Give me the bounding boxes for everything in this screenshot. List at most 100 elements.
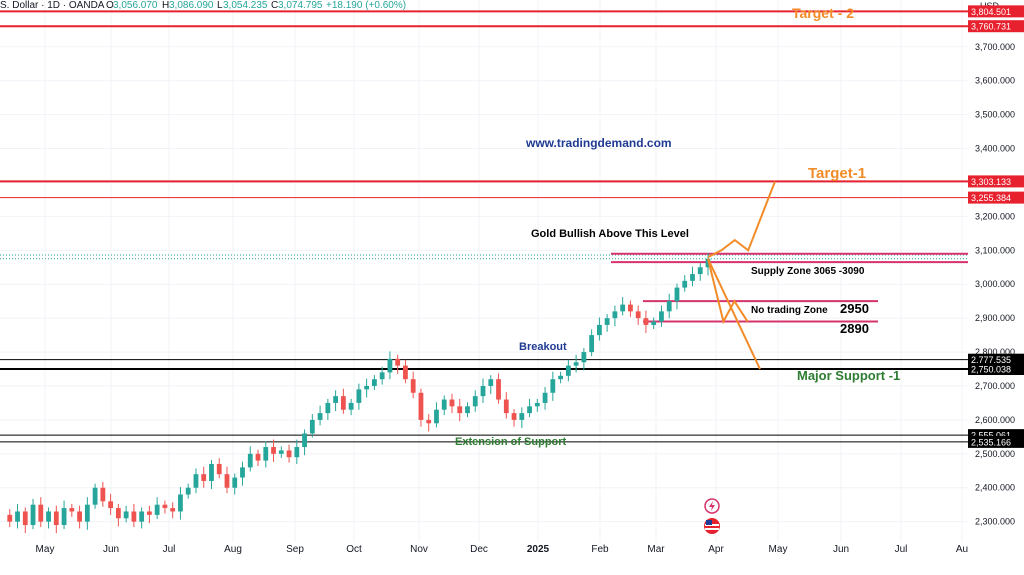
candle-body — [534, 402, 540, 407]
x-tick-label: Dec — [470, 544, 488, 555]
major-support-label: Major Support -1 — [797, 368, 900, 383]
y-tick-label: 2,700.000 — [975, 381, 1015, 391]
lightning-icon[interactable] — [704, 498, 720, 514]
candle-body — [92, 487, 98, 505]
projections — [707, 181, 776, 370]
x-tick-label: Jun — [833, 544, 849, 555]
candle-body — [620, 304, 626, 312]
x-tick-label: Mar — [647, 544, 665, 555]
dip-projection — [707, 258, 749, 325]
candle-body — [441, 399, 447, 410]
y-tick-label: 3,400.000 — [975, 144, 1015, 154]
y-tick-label: 2,800.000 — [975, 347, 1015, 357]
y-tick-label: 3,500.000 — [975, 110, 1015, 120]
y-tick-label: 2,600.000 — [975, 415, 1015, 425]
target-2-lower-badge — [968, 20, 1024, 33]
candle-body — [403, 365, 408, 380]
close-value: 3,074.795 — [278, 0, 323, 11]
candle-body — [434, 409, 439, 424]
breakout-lower-badge-label: 2,750.038 — [971, 365, 1011, 375]
candle-body — [302, 433, 307, 448]
price-axis[interactable]: USD 3,700.0003,600.0003,500.0003,400.000… — [968, 1, 1024, 527]
high-label: H — [162, 0, 169, 11]
x-tick-label: May — [36, 544, 55, 555]
candle-body — [426, 419, 432, 424]
target-2-upper-badge-label: 3,804.501 — [971, 7, 1011, 17]
candle-body — [666, 301, 672, 312]
y-tick-label: 3,100.000 — [975, 245, 1015, 255]
candle-body — [38, 504, 44, 522]
target-1-lower-badge-label: 3,255.384 — [971, 193, 1011, 203]
candle-body — [325, 402, 331, 414]
gold-bullish-label: Gold Bullish Above This Level — [531, 228, 689, 240]
website-label[interactable]: www.tradingdemand.com — [525, 136, 672, 150]
bearish-projection — [707, 258, 761, 370]
candle-body — [7, 514, 13, 522]
candle-body — [410, 379, 416, 393]
us-flag-icon[interactable] — [704, 518, 720, 534]
open-value: 3,056.070 — [113, 0, 158, 11]
time-axis[interactable]: May Jun Jul Aug Sep Oct Nov Dec 2025 Feb Mar Apr May… — [36, 544, 969, 555]
low-value: 3,054.235 — [223, 0, 268, 11]
candle-body — [519, 413, 525, 420]
no-trading-zone-label: No trading Zone — [751, 305, 828, 316]
candle-body — [216, 463, 222, 475]
candles — [7, 253, 711, 534]
candle-body — [488, 379, 494, 386]
target-2-label: Target - 2 — [792, 5, 854, 21]
candle-body — [418, 392, 424, 420]
candle-body — [379, 372, 385, 380]
candle-body — [449, 399, 455, 407]
candle-body — [457, 406, 463, 414]
candle-body — [185, 487, 191, 495]
x-tick-label: May — [769, 544, 788, 555]
candle-body — [278, 450, 284, 454]
candle-body — [573, 362, 579, 366]
candle-body — [178, 494, 183, 512]
candle-body — [371, 379, 377, 386]
candle-body — [674, 287, 680, 302]
high-value: 3,086.090 — [169, 0, 214, 11]
target-2-lower-badge-label: 3,760.731 — [971, 22, 1011, 32]
candle-body — [30, 504, 36, 526]
candle-body — [387, 358, 393, 373]
open-label: O — [106, 0, 114, 11]
candle-body — [581, 352, 587, 363]
candle-body — [550, 379, 556, 393]
candle-body — [527, 406, 532, 414]
candle-body — [61, 508, 67, 526]
candle-body — [232, 477, 238, 488]
candle-body — [705, 258, 711, 268]
candle-body — [69, 508, 75, 512]
x-tick-label: Sep — [286, 544, 304, 555]
candle-body — [201, 474, 207, 481]
candle-body — [472, 396, 478, 407]
candle-body — [340, 396, 346, 410]
y-tick-label: 2,500.000 — [975, 449, 1015, 459]
candle-body — [247, 453, 253, 468]
candle-body — [108, 501, 114, 509]
candle-body — [511, 413, 517, 420]
y-tick-label: 3,700.000 — [975, 42, 1015, 52]
target-2-upper-badge — [968, 5, 1024, 18]
candle-body — [209, 463, 214, 481]
breakout-upper-badge — [968, 353, 1024, 366]
candle-body — [480, 385, 486, 397]
low-label: L — [217, 0, 223, 11]
candle-body — [659, 311, 664, 322]
x-tick-label: 2025 — [527, 544, 550, 555]
support-lower-badge-label: 2,535.166 — [971, 437, 1011, 447]
y-tick-label: 3,600.000 — [975, 76, 1015, 86]
level-2890-label: 2890 — [840, 321, 869, 336]
candle-body — [612, 311, 618, 319]
supply-zone-label: Supply Zone 3065 -3090 — [751, 266, 865, 277]
target-1-upper-badge-label: 3,303.133 — [971, 177, 1011, 187]
candle-body — [333, 396, 339, 403]
zones — [611, 252, 968, 323]
y-tick-label: 2,300.000 — [975, 517, 1015, 527]
change-value: +18.190 (+0.60%) — [326, 0, 406, 11]
candle-body — [496, 379, 501, 400]
candle-body — [558, 375, 563, 380]
